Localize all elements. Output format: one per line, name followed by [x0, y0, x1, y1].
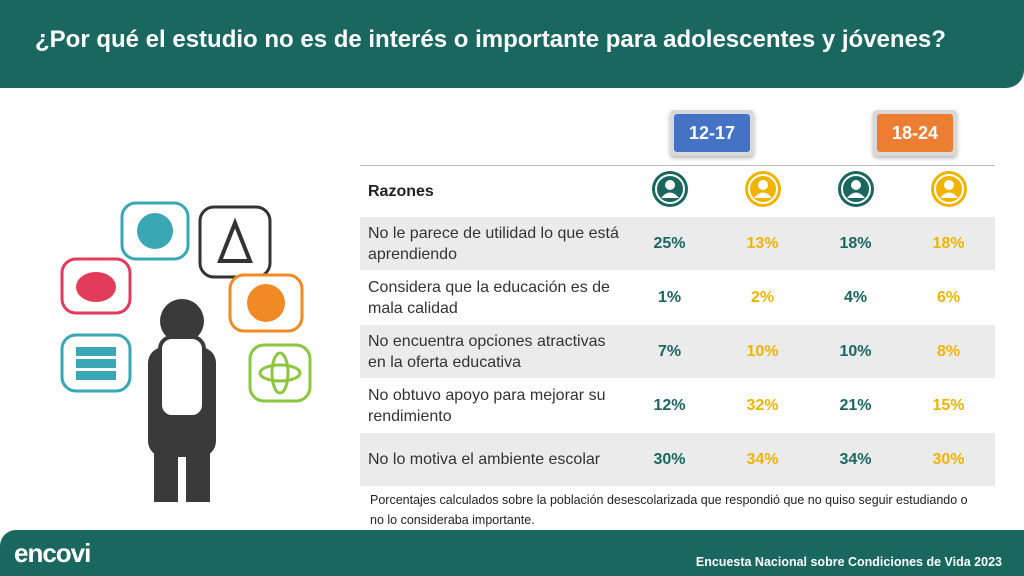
- logo: encovi: [14, 538, 91, 568]
- header-cell: Razones: [368, 182, 434, 200]
- reason-cell: No encuentra opciones atractivas en la o…: [368, 332, 606, 371]
- reason-cell: Considera que la educación es de mala ca…: [368, 278, 610, 317]
- value-cell: 18%: [839, 234, 872, 252]
- footer: encovi Encuesta Nacional sobre Condicion…: [0, 530, 1024, 576]
- group-badge: 12-17: [670, 110, 754, 156]
- value-cell: 30%: [932, 450, 965, 468]
- value-cell: 10%: [839, 342, 872, 360]
- value-cell: 34%: [746, 450, 779, 468]
- footnote: Porcentajes calculados sobre la població…: [370, 493, 968, 527]
- table-row: No encuentra opciones atractivas en la o…: [360, 325, 995, 379]
- value-cell: 30%: [653, 450, 686, 468]
- group-label: 12-17: [674, 114, 750, 152]
- person-icon: [837, 170, 874, 207]
- value-cell: 12%: [653, 396, 686, 414]
- person-icon: [651, 170, 688, 207]
- value-cell: 2%: [750, 288, 775, 306]
- value-cell: 7%: [657, 342, 682, 360]
- value-cell: 6%: [936, 288, 961, 306]
- reason-cell: No lo motiva el ambiente escolar: [368, 451, 601, 468]
- reason-cell: No obtuvo apoyo para mejorar su rendimie…: [368, 386, 606, 425]
- icon-cell: [809, 169, 902, 214]
- value-cell: 32%: [746, 396, 779, 414]
- title: ¿Por qué el estudio no es de interés o i…: [35, 26, 946, 53]
- header-row: Razones: [360, 166, 995, 217]
- illustration: [60, 201, 312, 502]
- value-cell: 18%: [932, 234, 965, 252]
- table-row: No obtuvo apoyo para mejorar su rendimie…: [360, 379, 995, 433]
- table-row: Considera que la educación es de mala ca…: [360, 271, 995, 325]
- banner: ¿Por qué el estudio no es de interés o i…: [0, 0, 1024, 88]
- value-cell: 1%: [657, 288, 682, 306]
- person-icon: [930, 170, 967, 207]
- icon-cell: [623, 169, 716, 214]
- value-cell: 10%: [746, 342, 779, 360]
- icon-cell: [902, 169, 995, 214]
- reason-cell: No le parece de utilidad lo que está apr…: [368, 224, 619, 263]
- table: Razones No le parece de utilidad lo que …: [360, 165, 995, 487]
- source: Encuesta Nacional sobre Condiciones de V…: [695, 555, 1002, 569]
- value-cell: 8%: [936, 342, 961, 360]
- group-badge: 18-24: [873, 110, 957, 156]
- icon-cell: [716, 169, 809, 214]
- table-row: No le parece de utilidad lo que está apr…: [360, 217, 995, 271]
- value-cell: 4%: [843, 288, 868, 306]
- group-label: 18-24: [877, 114, 953, 152]
- value-cell: 25%: [653, 234, 686, 252]
- value-cell: 34%: [839, 450, 872, 468]
- table-row: No lo motiva el ambiente escolar 30% 34% 34…: [360, 433, 995, 487]
- value-cell: 15%: [932, 396, 965, 414]
- value-cell: 13%: [746, 234, 779, 252]
- value-cell: 21%: [839, 396, 872, 414]
- person-icon: [744, 170, 781, 207]
